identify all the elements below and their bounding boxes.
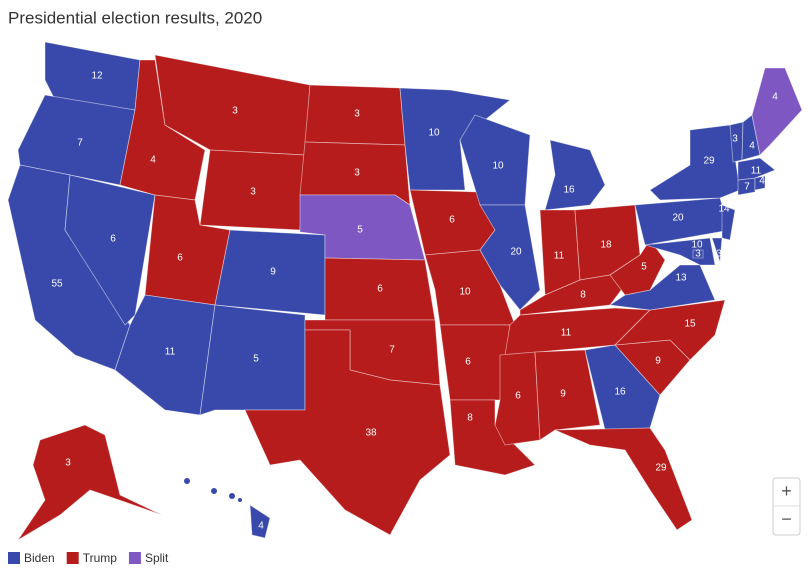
electoral-votes: 10 (492, 161, 504, 172)
state (399, 87, 511, 191)
electoral-votes: 3 (65, 458, 71, 469)
electoral-votes: 9 (560, 389, 566, 400)
zoom-out[interactable]: − (781, 509, 792, 529)
electoral-votes: 16 (563, 185, 575, 196)
electoral-votes: 20 (510, 247, 522, 258)
legend-label: Split (145, 551, 169, 565)
electoral-votes: 6 (110, 234, 116, 245)
electoral-votes: 4 (258, 521, 264, 532)
state (114, 294, 216, 416)
state (449, 399, 536, 476)
electoral-votes: 5 (641, 262, 647, 273)
electoral-votes: 3 (732, 134, 738, 145)
electoral-votes: 4 (772, 92, 778, 103)
state (459, 114, 531, 206)
legend-swatch (66, 552, 79, 564)
electoral-votes: 14 (718, 204, 730, 215)
electoral-votes: 4 (749, 141, 755, 152)
state (64, 174, 156, 326)
electoral-votes: 3 (232, 106, 238, 117)
electoral-votes: 6 (177, 253, 183, 264)
electoral-votes: 29 (703, 156, 715, 167)
electoral-votes: 9 (270, 267, 276, 278)
state (17, 424, 163, 541)
electoral-votes: 11 (751, 166, 762, 177)
electoral-votes: 6 (449, 215, 455, 226)
electoral-votes: 5 (357, 225, 363, 236)
island (229, 493, 235, 499)
electoral-votes: 3 (354, 109, 360, 120)
state (711, 237, 723, 263)
island (184, 478, 190, 484)
state (534, 349, 601, 441)
electoral-votes: 11 (561, 328, 572, 339)
map-title: Presidential election results, 2020 (8, 8, 262, 27)
legend-label: Biden (24, 551, 55, 565)
electoral-votes: 6 (377, 284, 383, 295)
electoral-votes: 7 (389, 345, 395, 356)
legend: Biden Trump Split (8, 551, 169, 565)
electoral-votes: 8 (580, 290, 586, 301)
state (721, 204, 736, 241)
electoral-votes: 9 (655, 356, 661, 367)
states (7, 41, 803, 541)
state (692, 249, 704, 259)
electoral-votes: 18 (600, 240, 612, 251)
electoral-votes: 6 (515, 391, 521, 402)
electoral-votes: 7 (77, 138, 83, 149)
electoral-votes: 16 (614, 387, 626, 398)
state (754, 175, 766, 191)
electoral-votes: 12 (91, 71, 103, 82)
island (211, 488, 217, 494)
electoral-votes: 55 (51, 279, 63, 290)
state (544, 139, 606, 211)
labels: 1275564336911533567381061068102016111881… (51, 71, 778, 532)
state (479, 204, 541, 311)
state (554, 427, 693, 531)
legend-label: Trump (83, 551, 118, 565)
electoral-votes: 11 (554, 251, 565, 262)
electoral-votes: 3 (695, 249, 701, 260)
state (439, 324, 511, 401)
electoral-votes: 4 (150, 155, 156, 166)
state (751, 67, 803, 156)
electoral-votes: 5 (253, 354, 259, 365)
state (244, 329, 451, 536)
electoral-votes: 10 (428, 128, 440, 139)
electoral-votes: 10 (691, 240, 703, 251)
electoral-votes: 3 (250, 187, 256, 198)
electoral-votes: 8 (467, 413, 473, 424)
zoom-in[interactable]: + (781, 481, 792, 501)
state (737, 157, 776, 181)
electoral-votes: 20 (672, 213, 684, 224)
electoral-votes: 3 (716, 249, 722, 260)
electoral-votes: 4 (759, 176, 765, 187)
electoral-votes: 11 (165, 347, 176, 358)
legend-swatch (128, 552, 141, 564)
electoral-votes: 10 (459, 287, 471, 298)
electoral-votes: 38 (365, 428, 377, 439)
legend-swatch (8, 552, 20, 564)
state (609, 239, 666, 296)
state (649, 124, 741, 201)
state (584, 344, 661, 431)
island (238, 498, 242, 502)
electoral-votes: 3 (354, 168, 360, 179)
electoral-votes: 13 (675, 273, 687, 284)
electoral-votes: 6 (465, 357, 471, 368)
electoral-votes: 15 (684, 319, 696, 330)
electoral-votes: 29 (655, 463, 667, 474)
electoral-votes: 7 (744, 182, 750, 193)
state (249, 504, 271, 539)
